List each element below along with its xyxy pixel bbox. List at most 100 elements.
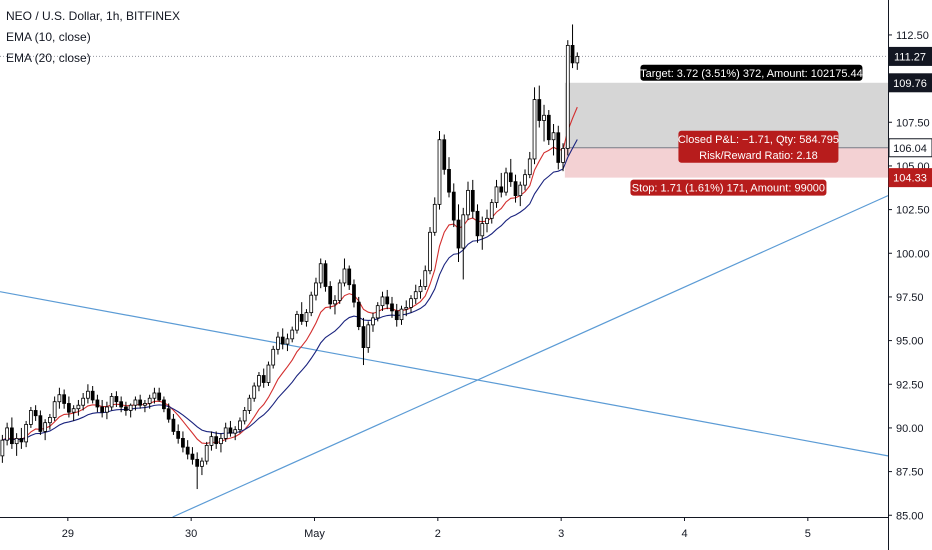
candle-47 [223, 422, 228, 442]
candle-120 [570, 24, 575, 69]
candle-107 [508, 158, 513, 187]
candle-31 [147, 394, 152, 409]
x-tick-label-5: 4 [681, 528, 687, 540]
candle-body-51 [242, 410, 247, 422]
candle-body-114 [542, 114, 546, 121]
candle-84 [399, 305, 404, 325]
candle-body-84 [399, 308, 404, 321]
price-tag-bg-3 [888, 168, 932, 188]
candle-body-22 [105, 406, 109, 413]
candle-0 [0, 434, 5, 463]
candle-113 [537, 85, 542, 128]
candle-body-8 [38, 415, 43, 432]
candle-81 [385, 289, 390, 310]
candles [0, 24, 580, 490]
candle-body-34 [162, 399, 166, 410]
candle-36 [171, 413, 176, 435]
candle-3 [14, 433, 19, 456]
candle-body-67 [318, 263, 323, 284]
candle-body-6 [29, 410, 33, 425]
candle-body-53 [252, 385, 257, 399]
candle-body-75 [356, 301, 361, 328]
candle-body-85 [404, 307, 409, 310]
position-labels: Target: 3.72 (3.51%) 372, Amount: 102175… [630, 64, 863, 196]
candle-91 [432, 197, 437, 236]
y-tick-label-5: 97.50 [896, 292, 924, 304]
candle-body-61 [290, 329, 295, 340]
candle-body-52 [247, 397, 252, 411]
candle-65 [309, 291, 314, 317]
y-tick-label-7: 102.50 [896, 205, 930, 217]
candle-body-12 [57, 394, 62, 403]
candle-body-91 [432, 203, 437, 233]
candle-body-100 [475, 210, 480, 237]
candle-body-15 [71, 408, 76, 413]
candle-6 [29, 406, 33, 428]
candle-54 [257, 372, 261, 392]
candle-body-26 [124, 406, 128, 411]
candle-body-101 [480, 223, 485, 237]
candle-95 [451, 183, 456, 228]
candle-body-68 [323, 263, 328, 287]
candle-body-112 [532, 99, 537, 160]
legend-ema10: EMA (10, close) [6, 30, 91, 44]
y-tick-label-4: 95.00 [896, 336, 924, 348]
candle-15 [71, 405, 76, 421]
candle-body-118 [561, 148, 565, 163]
candle-14 [67, 396, 71, 418]
candle-body-60 [285, 338, 290, 345]
candle-body-113 [537, 99, 542, 121]
candle-body-90 [428, 231, 432, 272]
y-tick-label-11: 112.50 [896, 30, 929, 42]
candle-100 [475, 204, 480, 243]
candle-body-36 [171, 418, 176, 432]
candle-body-117 [556, 132, 561, 163]
candle-body-71 [337, 282, 342, 301]
x-tick-label-2: May [304, 528, 325, 540]
trendlines [0, 195, 889, 518]
candle-88 [418, 279, 423, 299]
candle-97 [461, 207, 466, 280]
candle-40 [190, 447, 195, 465]
candle-19 [90, 386, 95, 404]
candle-13 [62, 389, 67, 409]
candle-body-99 [470, 189, 475, 212]
candle-body-62 [295, 313, 299, 331]
candle-body-18 [86, 390, 90, 399]
candle-body-89 [423, 270, 428, 287]
candle-33 [157, 387, 162, 402]
candle-68 [323, 260, 328, 292]
candle-28 [133, 396, 138, 411]
candle-29 [138, 394, 143, 409]
candle-116 [551, 124, 556, 156]
candle-body-11 [52, 401, 57, 418]
candle-body-37 [176, 431, 181, 439]
candle-44 [209, 431, 214, 451]
candle-63 [299, 302, 304, 325]
candle-body-23 [109, 396, 114, 408]
candle-body-27 [128, 404, 133, 411]
candle-body-77 [366, 324, 371, 348]
candle-body-45 [214, 436, 219, 445]
candle-59 [280, 328, 285, 350]
candle-35 [166, 403, 171, 423]
candle-82 [390, 296, 394, 318]
price-tag-text-2: 106.04 [893, 143, 927, 155]
candle-body-7 [33, 410, 38, 417]
candle-20 [95, 394, 100, 413]
candle-111 [527, 151, 532, 179]
candle-body-21 [100, 406, 105, 413]
candle-body-14 [67, 403, 71, 413]
candle-body-79 [375, 305, 380, 319]
x-tick-label-3: 2 [435, 528, 441, 540]
candle-body-5 [24, 424, 29, 443]
candle-body-2 [10, 427, 14, 445]
trendline-1 [172, 195, 889, 518]
candle-body-72 [342, 268, 347, 284]
y-tick-label-3: 92.50 [896, 379, 924, 391]
candle-body-96 [456, 219, 461, 249]
candle-58 [276, 331, 280, 355]
y-tick-label-0: 85.00 [896, 510, 924, 522]
candle-body-88 [418, 286, 423, 293]
candle-body-78 [371, 317, 375, 326]
